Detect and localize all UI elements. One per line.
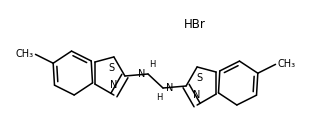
Text: HBr: HBr	[184, 18, 206, 31]
Text: N: N	[166, 83, 173, 93]
Text: N: N	[138, 69, 145, 79]
Text: CH₃: CH₃	[15, 49, 33, 59]
Text: H: H	[149, 60, 155, 69]
Text: N: N	[193, 90, 201, 100]
Text: N: N	[110, 80, 118, 90]
Text: S: S	[109, 63, 115, 73]
Text: S: S	[196, 73, 202, 83]
Text: CH₃: CH₃	[278, 59, 296, 69]
Text: H: H	[156, 93, 162, 102]
